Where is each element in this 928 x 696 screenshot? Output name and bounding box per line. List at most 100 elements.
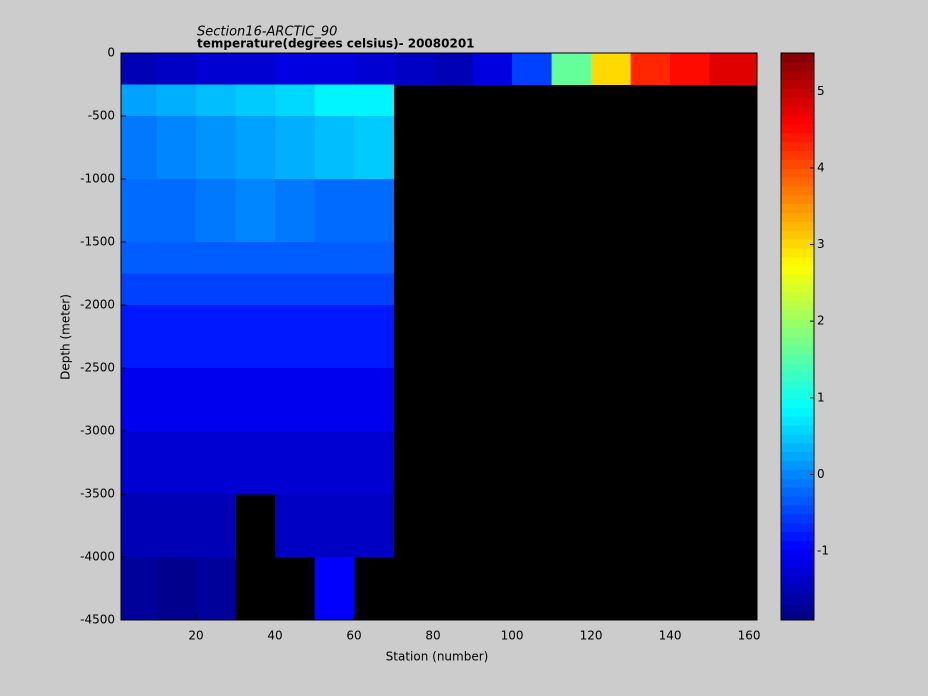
colorbar-step: [781, 611, 814, 621]
colorbar-step: [781, 106, 814, 116]
heat-cell: [275, 273, 316, 306]
heat-cell: [275, 305, 316, 369]
colorbar-step: [781, 221, 814, 231]
heat-cell: [354, 84, 395, 117]
heat-cell: [196, 273, 237, 306]
colorbar-step: [781, 123, 814, 134]
colorbar-step: [781, 531, 814, 541]
heat-cell: [393, 53, 434, 85]
colorbar-tick-label: -1: [817, 544, 829, 558]
heat-cell: [354, 431, 395, 495]
x-axis-label: Station (number): [386, 650, 489, 664]
heat-cell: [314, 273, 355, 306]
y-tick-label: -2500: [80, 361, 115, 375]
heat-cell: [235, 53, 276, 85]
colorbar-step: [781, 345, 814, 355]
y-tick-label: -1500: [80, 235, 115, 249]
colorbar-step: [781, 389, 814, 400]
colorbar-step: [781, 478, 814, 488]
heat-cell: [156, 116, 197, 180]
colorbar-step: [781, 141, 814, 151]
colorbar-step: [781, 168, 814, 178]
colorbar-step: [781, 159, 814, 169]
colorbar-step: [781, 522, 814, 532]
colorbar-tick-label: 4: [817, 160, 825, 174]
heat-cell: [314, 179, 355, 243]
colorbar-tick-label: 3: [817, 237, 825, 251]
heat-cell: [156, 53, 197, 85]
heat-cell: [433, 53, 474, 85]
colorbar-step: [781, 283, 814, 293]
colorbar-step: [781, 371, 814, 382]
heat-cell: [354, 116, 395, 180]
colorbar-step: [781, 318, 814, 329]
heat-cell: [354, 494, 395, 558]
heat-cell: [121, 557, 158, 621]
heat-cell: [156, 242, 197, 274]
y-tick-label: -3500: [80, 487, 115, 501]
heat-cell: [235, 242, 276, 274]
colorbar-step: [781, 203, 814, 213]
heat-cell: [354, 273, 395, 306]
heat-cell: [591, 53, 632, 85]
heat-cell: [354, 242, 395, 274]
colorbar-step: [781, 265, 814, 275]
heat-cell: [314, 368, 355, 432]
colorbar-step: [781, 309, 814, 320]
x-tick-label: 100: [501, 629, 524, 643]
heat-cell: [156, 179, 197, 243]
colorbar-step: [781, 301, 814, 311]
heat-cell: [121, 242, 158, 274]
heat-cell: [121, 305, 158, 369]
heat-cell: [156, 273, 197, 306]
heat-cell: [196, 84, 237, 117]
heat-cell: [196, 431, 237, 495]
colorbar-step: [781, 115, 814, 125]
colorbar-step: [781, 256, 814, 267]
colorbar-step: [781, 416, 814, 426]
colorbar-step: [781, 53, 814, 63]
colorbar-step: [781, 212, 814, 222]
colorbar-step: [781, 495, 814, 506]
heat-cell: [121, 116, 158, 180]
heat-cell: [275, 368, 316, 432]
x-tick-label: 120: [580, 629, 603, 643]
colorbar-step: [781, 274, 814, 284]
heat-cell: [196, 557, 237, 621]
colorbar-step: [781, 442, 814, 453]
colorbar-step: [781, 487, 814, 497]
colorbar-step: [781, 336, 814, 346]
colorbar-step: [781, 363, 814, 373]
colorbar-step: [781, 150, 814, 160]
x-tick-label: 140: [659, 629, 682, 643]
heat-cell: [156, 494, 197, 558]
heat-cell: [709, 53, 758, 85]
heat-cell: [670, 53, 711, 85]
heat-cell: [314, 53, 355, 85]
colorbar-step: [781, 425, 814, 435]
colorbar-step: [781, 433, 814, 444]
heat-cell: [314, 494, 355, 558]
heat-cell: [121, 368, 158, 432]
heat-cell: [196, 494, 237, 558]
colorbar-step: [781, 380, 814, 391]
heat-cell: [121, 431, 158, 495]
heat-cell: [121, 494, 158, 558]
colorbar-step: [781, 132, 814, 143]
colorbar-step: [781, 407, 814, 417]
heat-cell: [630, 53, 671, 85]
heat-cell: [314, 557, 355, 621]
plot-frame: [120, 52, 758, 621]
heat-cell: [235, 116, 276, 180]
heat-cell: [275, 242, 316, 274]
heat-cell: [275, 494, 316, 558]
heat-cell: [121, 273, 158, 306]
chart-title: Section16-ARCTIC_90: [197, 25, 337, 40]
heat-cell: [121, 84, 158, 117]
colorbar-step: [781, 239, 814, 249]
heat-cell: [354, 179, 395, 243]
heat-cell: [235, 84, 276, 117]
heat-cell: [196, 368, 237, 432]
heat-cell: [354, 305, 395, 369]
